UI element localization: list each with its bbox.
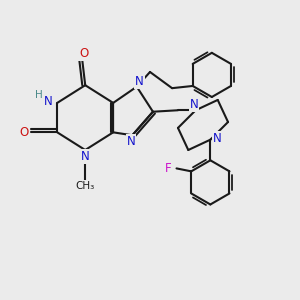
Text: N: N: [127, 135, 135, 148]
Text: CH₃: CH₃: [76, 181, 95, 191]
Text: O: O: [79, 47, 88, 60]
Text: O: O: [20, 126, 29, 139]
Text: N: N: [135, 75, 144, 88]
Text: H: H: [35, 90, 43, 100]
Text: N: N: [190, 98, 199, 111]
Text: N: N: [212, 132, 221, 145]
Text: N: N: [81, 150, 90, 163]
Text: F: F: [165, 162, 172, 175]
Text: N: N: [44, 95, 53, 108]
